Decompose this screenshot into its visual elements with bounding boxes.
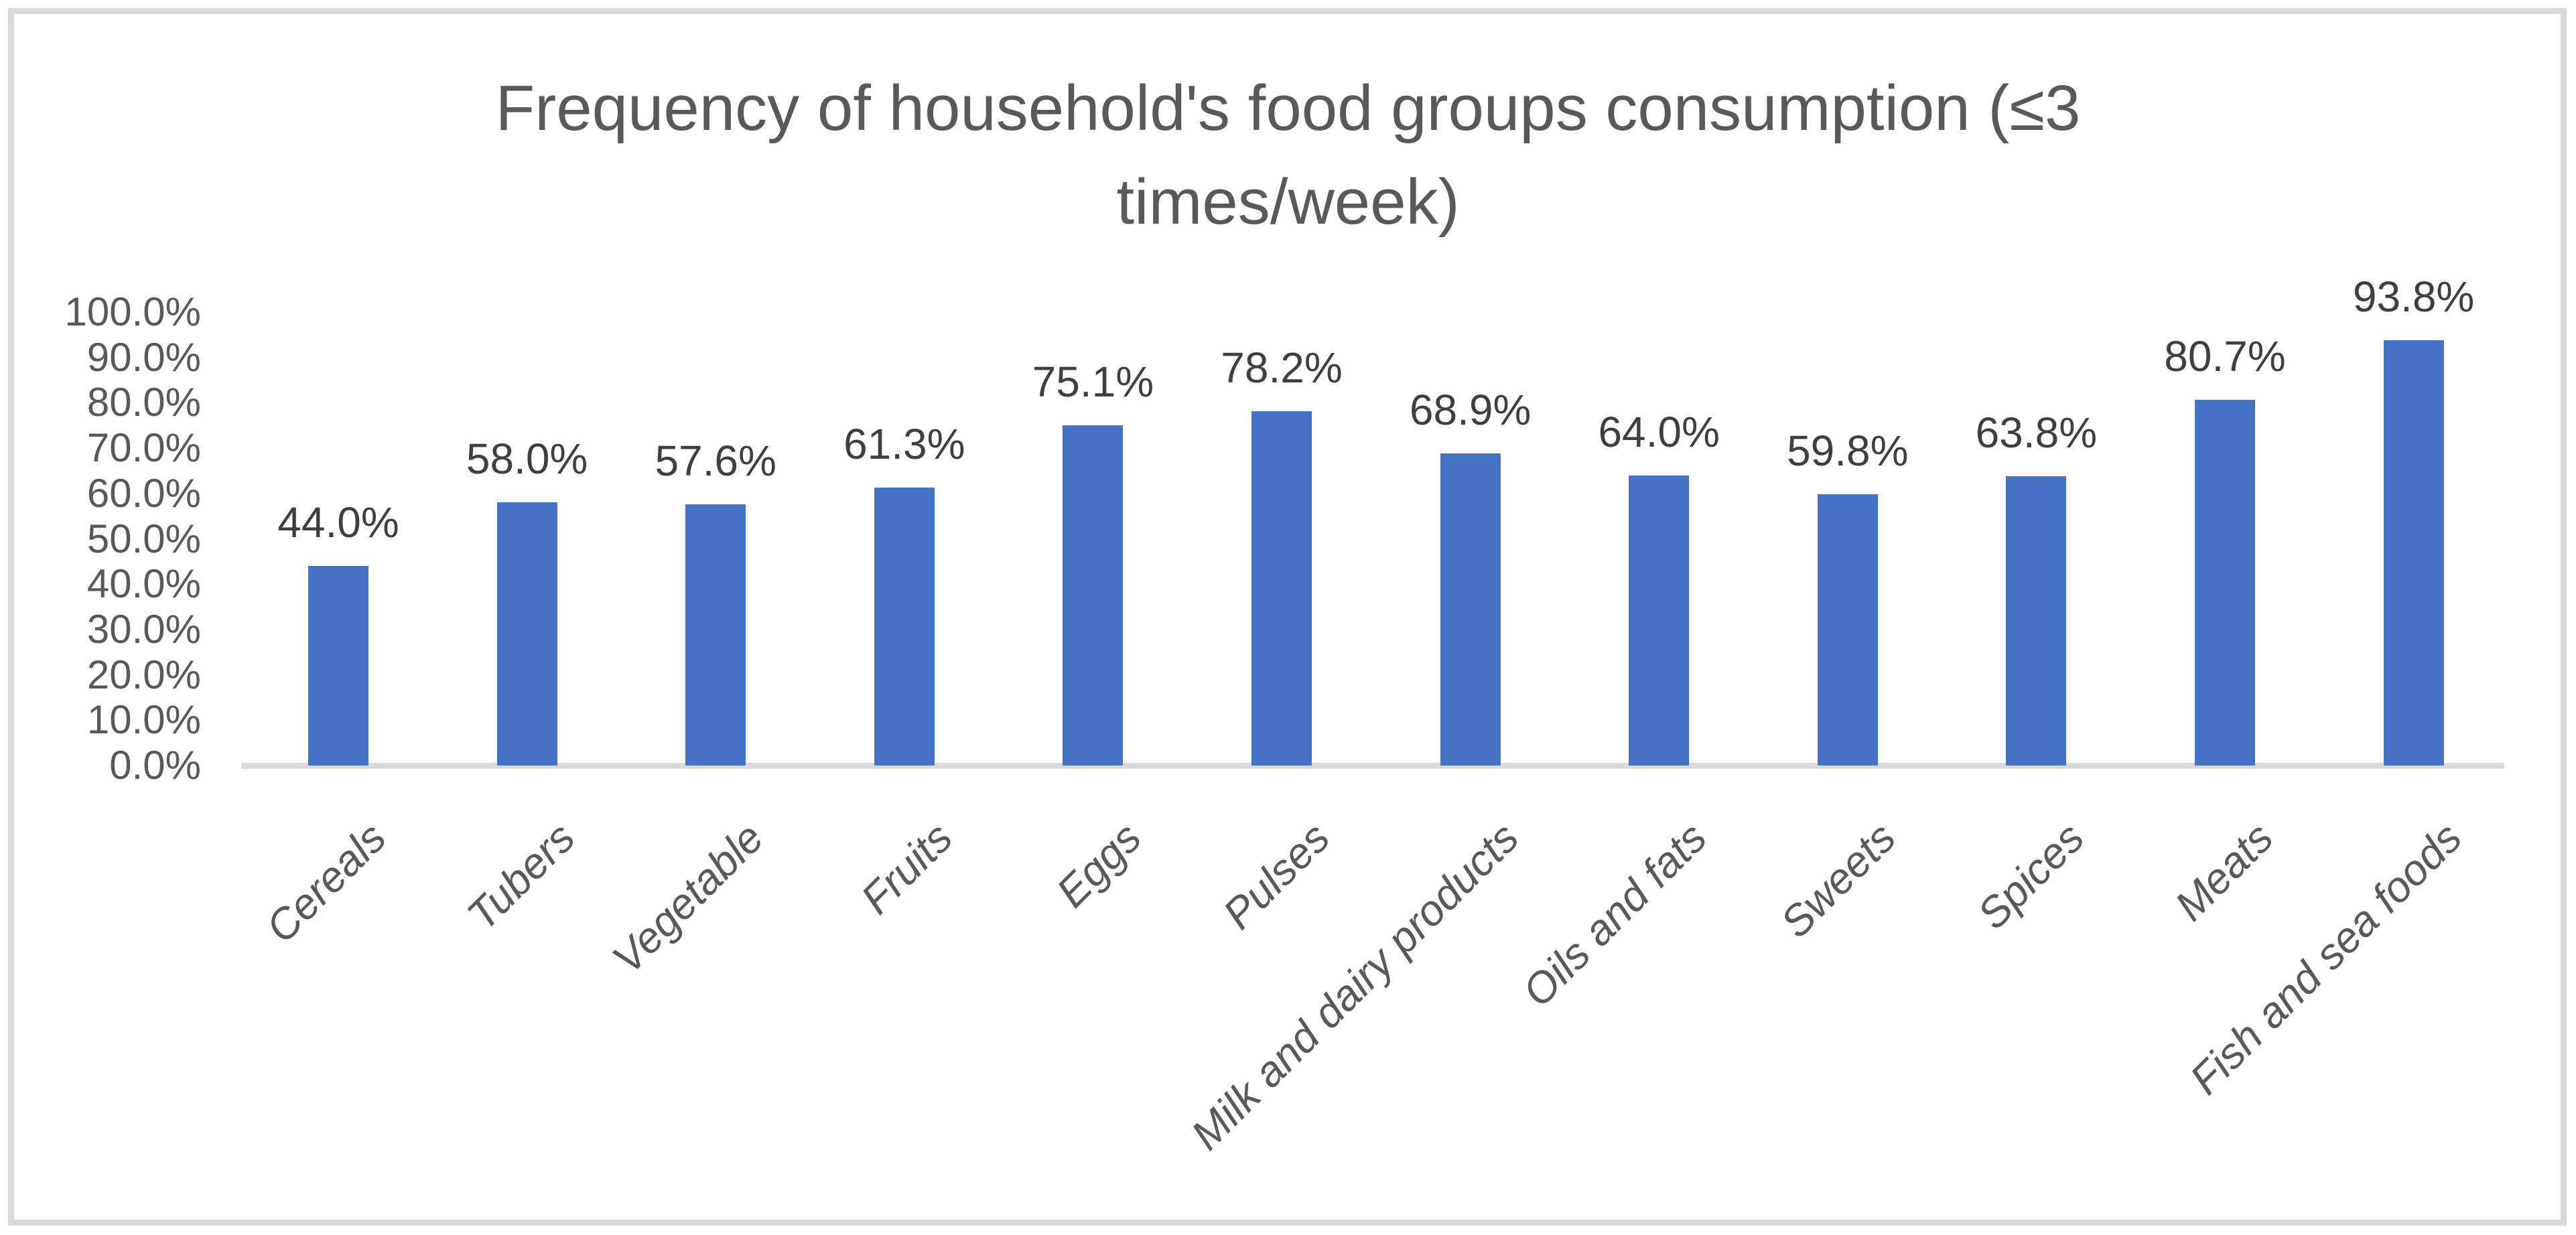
bar-data-label: 58.0% — [466, 435, 588, 484]
x-axis-category-label: Oils and fats — [1513, 813, 1716, 1016]
bar-tubers — [496, 502, 557, 766]
y-axis-tick-label: 100.0% — [64, 289, 202, 334]
bar-data-label: 61.3% — [843, 419, 965, 468]
x-axis-category-label: Cereals — [257, 813, 396, 952]
bar-data-label: 80.7% — [2164, 332, 2286, 380]
x-axis-category-label: Eggs — [1046, 813, 1150, 917]
bar-oils-and-fats — [1629, 475, 1690, 766]
x-axis-category-label: Spices — [1968, 813, 2094, 939]
bar-meats — [2195, 399, 2255, 766]
x-axis-category-label: Vegetable — [603, 813, 773, 983]
bar-data-label: 44.0% — [277, 498, 399, 547]
y-axis-tick-label: 50.0% — [86, 516, 201, 561]
bar-vegetable — [685, 504, 746, 766]
bar-fish-and-sea-foods — [2383, 340, 2444, 766]
y-axis-tick-label: 0.0% — [109, 743, 201, 788]
bar-sweets — [1817, 494, 1878, 766]
bar-spices — [2006, 476, 2067, 766]
y-axis-tick-label: 10.0% — [86, 697, 201, 743]
x-axis-line — [241, 763, 2504, 769]
y-axis-tick-label: 70.0% — [86, 425, 201, 471]
y-axis-tick-label: 60.0% — [86, 470, 201, 516]
x-axis-category-label: Pulses — [1213, 813, 1339, 939]
chart-title-line-2: times/week) — [1116, 166, 1460, 238]
y-axis-tick-label: 30.0% — [86, 606, 201, 652]
bar-fruits — [874, 487, 935, 766]
bar-cereals — [308, 566, 368, 766]
x-axis-category-label: Milk and dairy products — [1181, 813, 1528, 1159]
bar-milk-and-dairy-products — [1440, 453, 1501, 766]
bar-data-label: 57.6% — [655, 437, 776, 486]
x-axis-category-label: Fruits — [851, 813, 962, 924]
chart-title: Frequency of household's food groups con… — [0, 62, 2576, 249]
bar-data-label: 64.0% — [1598, 407, 1720, 456]
y-axis-tick-label: 20.0% — [86, 652, 201, 697]
bar-data-label: 68.9% — [1409, 385, 1532, 434]
bar-data-label: 63.8% — [1975, 409, 2098, 457]
bar-data-label: 75.1% — [1032, 357, 1154, 406]
y-axis-tick-label: 90.0% — [86, 334, 201, 380]
bar-eggs — [1063, 425, 1124, 766]
bar-pulses — [1251, 411, 1312, 766]
chart-title-line-1: Frequency of household's food groups con… — [495, 72, 2081, 144]
y-axis-tick-label: 80.0% — [86, 380, 201, 425]
x-axis-category-label: Tubers — [458, 813, 584, 940]
bar-data-label: 78.2% — [1221, 343, 1343, 392]
x-axis-category-label: Meats — [2165, 813, 2283, 930]
y-axis-tick-label: 40.0% — [86, 561, 201, 607]
bar-data-label: 93.8% — [2352, 272, 2475, 321]
x-axis-category-label: Sweets — [1771, 813, 1905, 947]
bar-data-label: 59.8% — [1787, 427, 1909, 476]
